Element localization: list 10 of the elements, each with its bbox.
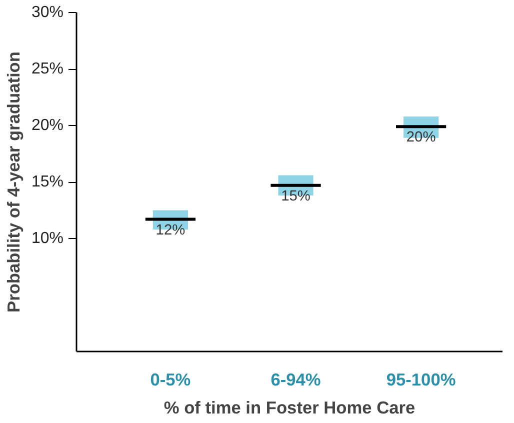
x-tick-label: 0-5% bbox=[150, 370, 191, 390]
x-axis-title: % of time in Foster Home Care bbox=[164, 398, 416, 418]
y-tick-label: 15% bbox=[31, 174, 64, 190]
y-tick-label: 10% bbox=[31, 230, 64, 247]
y-tick-label: 20% bbox=[31, 117, 64, 134]
y-tick-label: 25% bbox=[31, 60, 64, 78]
y-axis-title: Probability of 4-year graduation bbox=[3, 52, 24, 312]
x-tick-label: 95-100% bbox=[386, 370, 456, 390]
y-tick-label: 30% bbox=[31, 4, 64, 21]
x-tick-label: 6-94% bbox=[270, 370, 321, 390]
